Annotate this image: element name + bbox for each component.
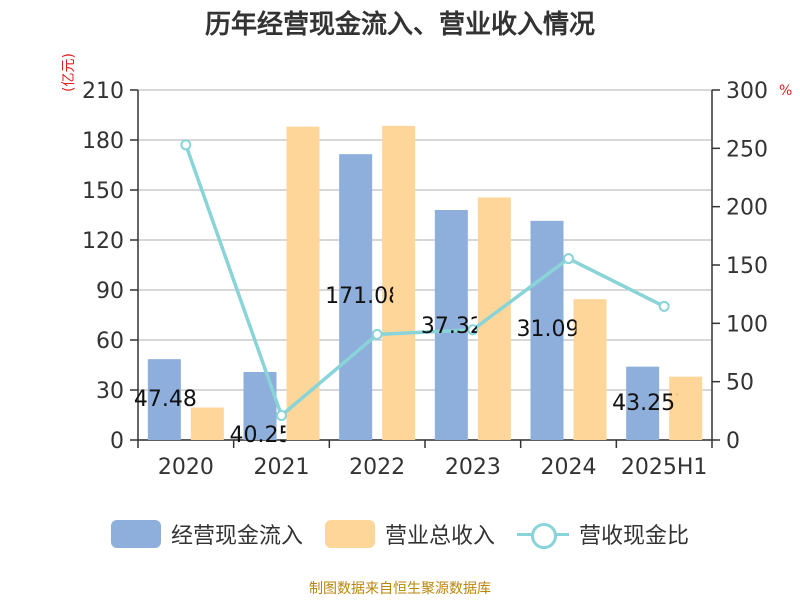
x-tick-label: 2020 xyxy=(158,455,214,480)
bar-revenue xyxy=(286,126,320,441)
left-tick-label: 90 xyxy=(96,279,124,304)
right-tick-label: 100 xyxy=(726,312,768,337)
ratio-point xyxy=(563,253,574,265)
ratio-point xyxy=(180,139,192,151)
data-label: 40.256 xyxy=(230,423,307,448)
legend-item-revenue[interactable]: 营业总收入 xyxy=(324,518,495,550)
data-label: 37.32 xyxy=(421,314,484,339)
chart-title: 历年经营现金流入、营业收入情况 xyxy=(204,10,595,40)
x-tick-label: 2025H1 xyxy=(621,455,708,480)
left-tick-label: 210 xyxy=(82,79,124,104)
data-label: 43.257 xyxy=(612,391,689,416)
right-tick-label: 150 xyxy=(726,254,768,279)
bar-revenue xyxy=(382,125,416,440)
right-axis-unit: % xyxy=(779,83,793,99)
bar-revenue xyxy=(477,197,511,440)
legend-label-cash-inflow: 经营现金流入 xyxy=(170,524,303,549)
bar-cash-inflow xyxy=(434,210,468,440)
x-tick-label: 2021 xyxy=(254,455,310,480)
legend-label-revenue: 营业总收入 xyxy=(384,524,495,549)
bar-cash-inflow xyxy=(626,366,660,440)
legend-label-ratio: 营收现金比 xyxy=(579,524,690,549)
x-tick-label: 2023 xyxy=(445,455,501,480)
data-label: 47.48 xyxy=(134,387,197,412)
bar-cash-inflow xyxy=(339,154,373,440)
ratio-point xyxy=(276,410,287,421)
ratio-point xyxy=(658,300,670,312)
bar-revenue xyxy=(190,407,224,440)
left-tick-label: 0 xyxy=(110,429,124,454)
left-tick-label: 120 xyxy=(82,229,124,254)
left-tick-label: 30 xyxy=(96,379,124,404)
legend-item-ratio[interactable]: 营收现金比 xyxy=(517,518,689,550)
left-tick-label: 150 xyxy=(82,179,124,204)
ratio-point xyxy=(371,328,383,340)
x-tick-label: 2022 xyxy=(349,455,405,480)
bar-revenue xyxy=(669,376,703,440)
data-label: 31.09 xyxy=(517,317,580,342)
data-label: 171.08 xyxy=(325,284,402,309)
bar-revenue xyxy=(573,299,607,440)
right-tick-label: 50 xyxy=(726,371,754,396)
x-tick-label: 2024 xyxy=(541,455,597,480)
bar-cash-inflow xyxy=(147,359,181,440)
data-source: 制图数据来自恒生聚源数据库 xyxy=(309,581,491,597)
ratio-point xyxy=(467,324,479,336)
ratio-line xyxy=(184,144,665,419)
bar-cash-inflow xyxy=(530,220,564,440)
legend: 经营现金流入 营业总收入 营收现金比 xyxy=(0,518,800,550)
left-tick-label: 60 xyxy=(96,329,124,354)
right-tick-label: 250 xyxy=(726,137,768,162)
right-tick-label: 200 xyxy=(726,196,768,221)
legend-swatch-revenue xyxy=(324,520,375,548)
right-tick-label: 300 xyxy=(726,79,768,104)
legend-swatch-ratio xyxy=(517,520,569,549)
right-tick-label: 0 xyxy=(726,429,740,454)
legend-item-cash-inflow[interactable]: 经营现金流入 xyxy=(110,518,303,550)
legend-swatch-cash-inflow xyxy=(110,520,161,548)
left-tick-label: 180 xyxy=(82,129,124,154)
